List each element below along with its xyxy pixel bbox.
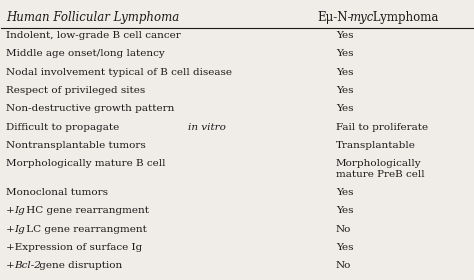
Text: Middle age onset/long latency: Middle age onset/long latency xyxy=(6,49,165,58)
Text: +Expression of surface Ig: +Expression of surface Ig xyxy=(6,243,142,252)
Text: Difficult to propagate: Difficult to propagate xyxy=(6,123,123,132)
Text: Ig: Ig xyxy=(14,206,25,215)
Text: No: No xyxy=(336,225,351,234)
Text: HC gene rearrangment: HC gene rearrangment xyxy=(23,206,149,215)
Text: Lymphoma: Lymphoma xyxy=(369,11,439,24)
Text: Morphologically
mature PreB cell: Morphologically mature PreB cell xyxy=(336,159,425,179)
Text: myc: myc xyxy=(349,11,374,24)
Text: +: + xyxy=(6,206,15,215)
Text: Transplantable: Transplantable xyxy=(336,141,416,150)
Text: gene disruption: gene disruption xyxy=(36,261,122,270)
Text: Respect of privileged sites: Respect of privileged sites xyxy=(6,86,146,95)
Text: +: + xyxy=(6,225,15,234)
Text: Yes: Yes xyxy=(336,86,354,95)
Text: Fail to proliferate: Fail to proliferate xyxy=(336,123,428,132)
Text: Morphologically mature B cell: Morphologically mature B cell xyxy=(6,159,165,168)
Text: Nontransplantable tumors: Nontransplantable tumors xyxy=(6,141,146,150)
Text: in vitro: in vitro xyxy=(188,123,226,132)
Text: Indolent, low-grade B cell cancer: Indolent, low-grade B cell cancer xyxy=(6,31,181,40)
Text: Nodal involvement typical of B cell disease: Nodal involvement typical of B cell dise… xyxy=(6,68,232,77)
Text: Yes: Yes xyxy=(336,31,354,40)
Text: LC gene rearrangment: LC gene rearrangment xyxy=(23,225,147,234)
Text: Yes: Yes xyxy=(336,49,354,58)
Text: Ig: Ig xyxy=(14,225,25,234)
Text: No: No xyxy=(336,261,351,270)
Text: Monoclonal tumors: Monoclonal tumors xyxy=(6,188,108,197)
Text: Yes: Yes xyxy=(336,68,354,77)
Text: Yes: Yes xyxy=(336,104,354,113)
Text: Yes: Yes xyxy=(336,206,354,215)
Text: Yes: Yes xyxy=(336,243,354,252)
Text: Eμ-N-: Eμ-N- xyxy=(317,11,352,24)
Text: Human Follicular Lymphoma: Human Follicular Lymphoma xyxy=(6,11,179,24)
Text: Non-destructive growth pattern: Non-destructive growth pattern xyxy=(6,104,174,113)
Text: Yes: Yes xyxy=(336,188,354,197)
Text: Bcl-2: Bcl-2 xyxy=(14,261,41,270)
Text: +: + xyxy=(6,261,15,270)
